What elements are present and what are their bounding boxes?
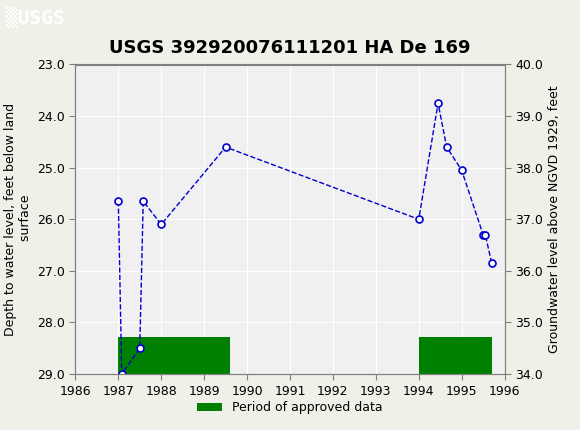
- Text: ▒USGS: ▒USGS: [6, 6, 64, 28]
- Title: USGS 392920076111201 HA De 169: USGS 392920076111201 HA De 169: [109, 40, 471, 57]
- Legend: Period of approved data: Period of approved data: [192, 396, 388, 419]
- Y-axis label: Depth to water level, feet below land
 surface: Depth to water level, feet below land su…: [3, 103, 31, 336]
- Y-axis label: Groundwater level above NGVD 1929, feet: Groundwater level above NGVD 1929, feet: [549, 86, 561, 353]
